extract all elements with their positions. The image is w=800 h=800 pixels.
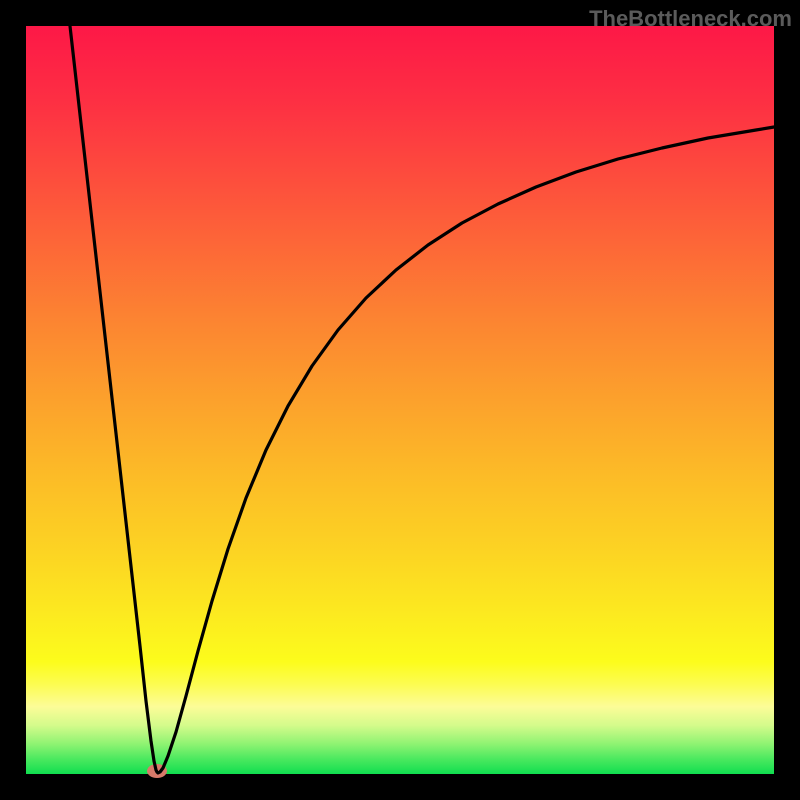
plot-area: [26, 26, 774, 774]
curve-layer: [26, 26, 774, 774]
watermark-text: TheBottleneck.com: [589, 6, 792, 32]
bottleneck-curve: [70, 26, 774, 773]
chart-container: TheBottleneck.com: [0, 0, 800, 800]
